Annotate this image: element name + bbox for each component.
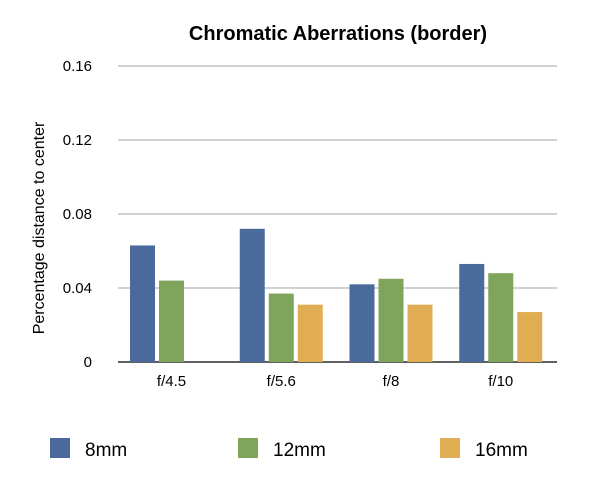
y-tick-label: 0.08 bbox=[63, 206, 92, 223]
legend-swatch bbox=[50, 438, 70, 458]
x-tick-labels: f/4.5 f/5.6 f/8 f/10 bbox=[157, 373, 513, 390]
bar-12mm-f/4.5 bbox=[159, 280, 184, 362]
legend-swatch bbox=[238, 438, 258, 458]
y-tick-label: 0.04 bbox=[63, 280, 92, 297]
bar-8mm-f/4.5 bbox=[130, 245, 155, 362]
legend-label: 16mm bbox=[475, 440, 528, 461]
legend-label: 8mm bbox=[85, 440, 127, 461]
legend-swatch bbox=[440, 438, 460, 458]
x-tick-label: f/5.6 bbox=[267, 373, 296, 390]
y-tick-label: 0.12 bbox=[63, 132, 92, 149]
bar-16mm-f/8 bbox=[407, 304, 433, 362]
bar-16mm-f/5.6 bbox=[297, 304, 323, 362]
x-tick-label: f/8 bbox=[383, 373, 400, 390]
bar-12mm-f/8 bbox=[378, 278, 404, 362]
bar-8mm-f/5.6 bbox=[239, 228, 265, 362]
bar-8mm-f/10 bbox=[459, 263, 485, 362]
x-tick-label: f/4.5 bbox=[157, 373, 186, 390]
x-tick-label: f/10 bbox=[488, 373, 513, 390]
bar-16mm-f/10 bbox=[517, 312, 543, 362]
y-axis-label: Percentage distance to center bbox=[31, 121, 48, 334]
bar-12mm-f/10 bbox=[488, 273, 514, 362]
legend: 8mm 12mm 16mm bbox=[50, 438, 528, 461]
bar-8mm-f/8 bbox=[349, 284, 375, 362]
bar-12mm-f/5.6 bbox=[268, 293, 294, 362]
y-tick-label: 0 bbox=[84, 354, 92, 371]
chart-title: Chromatic Aberrations (border) bbox=[189, 23, 487, 45]
bars bbox=[130, 228, 543, 362]
y-tick-label: 0.16 bbox=[63, 58, 92, 75]
y-tick-labels: 0 0.04 0.08 0.12 0.16 bbox=[63, 58, 92, 371]
legend-label: 12mm bbox=[273, 440, 326, 461]
